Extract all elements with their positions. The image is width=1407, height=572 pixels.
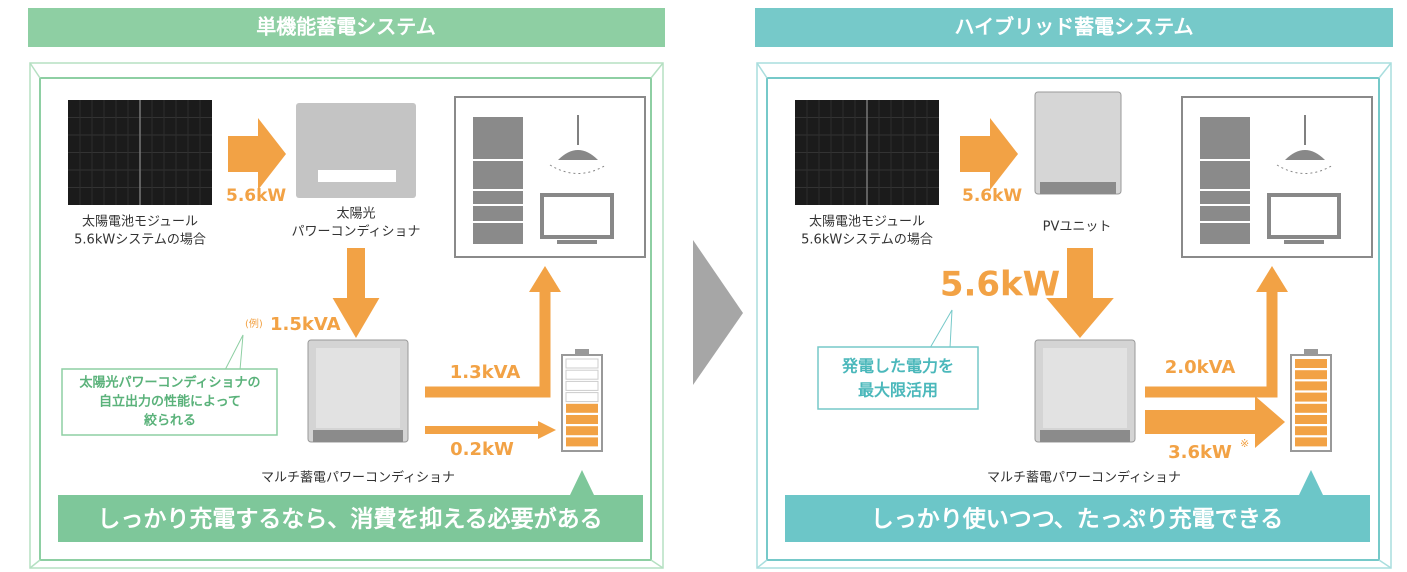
frame-corner [1379,560,1391,568]
inverter-label: パワーコンディショナ [291,224,420,240]
battery-cell [1295,404,1327,413]
battery-cell [566,437,598,446]
battery-cell [1295,415,1327,424]
solar-label: 5.6kWシステムの場合 [74,233,206,248]
example-prefix: (例) [245,317,263,330]
tv [1269,195,1339,237]
battery-cell [1295,381,1327,390]
charge-label: 3.6kW [1168,442,1232,463]
panel-title: ハイブリッド蓄電システム [955,15,1194,39]
panel-title: 単機能蓄電システム [256,15,435,39]
inverter [296,103,416,198]
consumption-label: 1.3kVA [450,362,521,383]
solar-label: 太陽電池モジュール [82,215,198,230]
callout-text: 絞られる [143,413,196,429]
battery-cell [566,393,598,402]
battery [1291,355,1331,451]
body: 単機能蓄電システム 太陽電池モジュール 5.6kWシステムの場合 太陽光 パワー… [0,0,1407,572]
frame-corner [1379,63,1391,78]
callout-text: 太陽光パワーコンディショナの [78,375,260,391]
charge-label: 0.2kW [450,439,514,460]
battery-cell [566,370,598,379]
flow-arrow [228,136,260,172]
inverter-slot [318,170,396,182]
multi-label: マルチ蓄電パワーコンディショナ [987,470,1181,486]
battery-cell [1295,370,1327,379]
frame-corner [651,560,663,568]
battery-cell [566,426,598,435]
multi-pcs-base [1040,430,1130,442]
fridge [473,117,523,244]
battery-cell [1295,437,1327,446]
tv [542,195,612,237]
battery-cell [1295,359,1327,368]
battery-cell [566,404,598,413]
battery-cell [1295,426,1327,435]
tv-stand [557,240,597,244]
multi-pcs-base [313,430,403,442]
multi-pcs-face [316,348,400,428]
pv-unit [1035,92,1121,194]
inverter-label: 太陽光 [336,207,375,222]
frame-corner [30,63,40,78]
decoration [28,8,1393,568]
flow-arrow [347,248,365,300]
big-output: 5.6kW [940,265,1060,305]
battery-cell [566,415,598,424]
battery [562,355,602,451]
frame-corner [651,63,663,78]
consumption-label: 2.0kVA [1165,357,1236,378]
frame-corner [757,560,767,568]
chevron [693,240,743,385]
callout-text: 最大限活用 [858,381,938,400]
callout-text: 発電した電力を [841,357,954,376]
battery-cell [566,359,598,368]
frame-corner [30,560,40,568]
fridge [1200,117,1250,244]
pv-unit-base [1040,182,1116,194]
solar-label: 5.6kWシステムの場合 [801,233,933,248]
limited-output: 1.5kVA [270,314,341,335]
charge-note: ※ [1240,437,1249,450]
page: 蓄電システム比較 {"left":{"title":"単機能蓄電システム","s… [0,0,1407,572]
diagram: 単機能蓄電システム 太陽電池モジュール 5.6kWシステムの場合 太陽光 パワー… [0,0,1407,572]
solar-label: 太陽電池モジュール [809,215,925,230]
battery-cell [1295,393,1327,402]
tv-stand [1284,240,1324,244]
callout-text: 自立出力の性能によって [99,394,241,410]
charge-arrow [1145,410,1257,434]
multi-label: マルチ蓄電パワーコンディショナ [261,470,455,486]
banner-text: しっかり使いつつ、たっぷり充電できる [871,507,1284,533]
output-label: 5.6kW [962,186,1022,206]
frame-corner [757,63,767,78]
banner-text: しっかり充電するなら、消費を抑える必要がある [97,506,602,533]
pv-label: PVユニット [1043,220,1112,235]
multi-pcs-face [1043,348,1127,428]
battery-cell [566,381,598,390]
flow-arrow [960,136,992,172]
flow-arrow [1067,248,1093,300]
output-label: 5.6kW [226,186,286,206]
